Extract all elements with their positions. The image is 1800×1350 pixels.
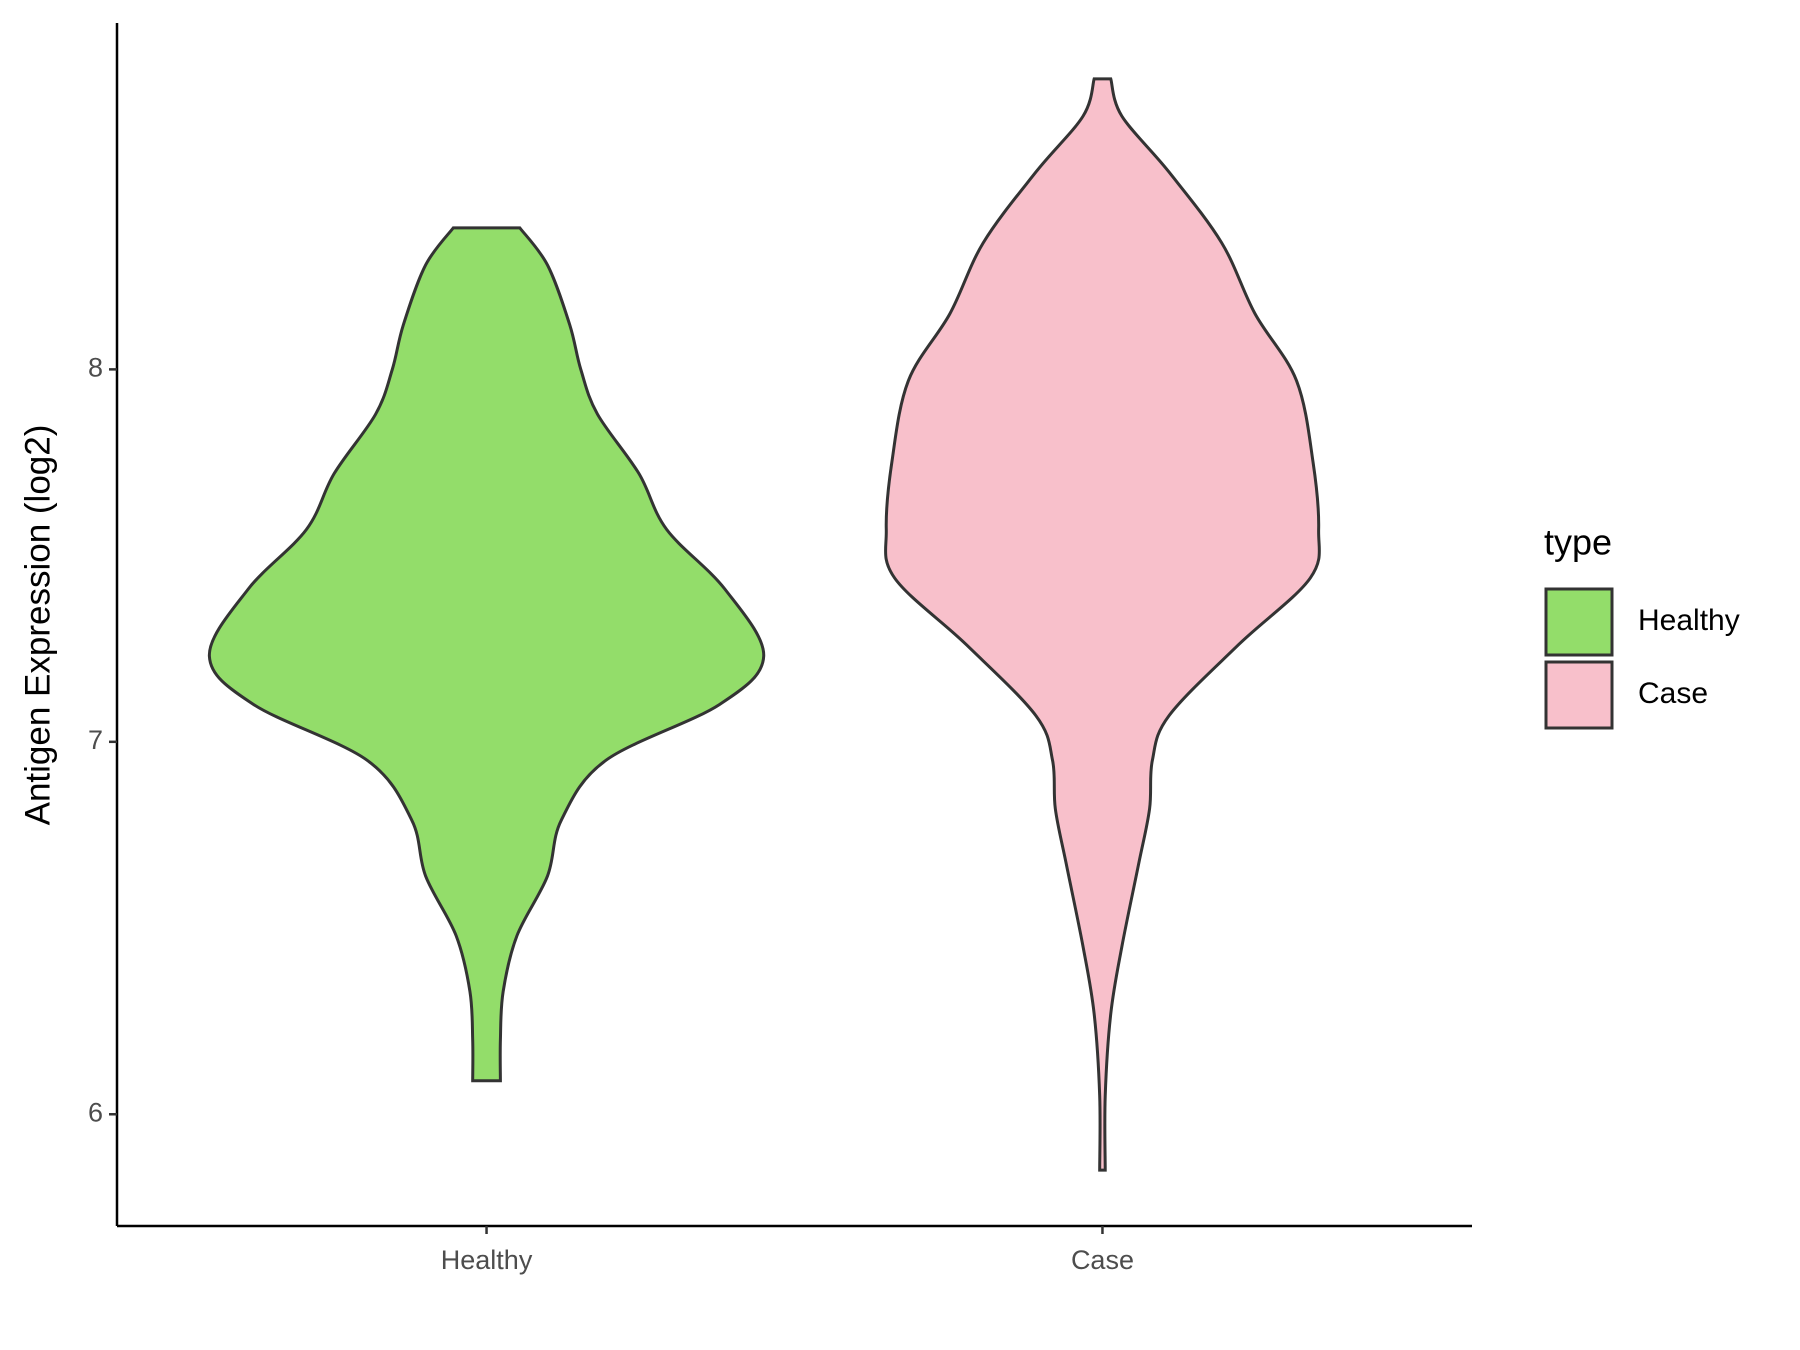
- y-tick-label: 6: [88, 1097, 103, 1127]
- legend-key: [1544, 587, 1614, 657]
- x-tick-label: Case: [1071, 1245, 1134, 1275]
- y-tick-label: 8: [88, 352, 103, 382]
- y-tick-label: 7: [88, 725, 103, 755]
- violin: [884, 77, 1321, 1172]
- legend-title: type: [1544, 522, 1612, 563]
- violin: [207, 226, 766, 1083]
- legend-label: Case: [1638, 677, 1708, 710]
- legend-key: [1544, 660, 1614, 730]
- y-axis-title: Antigen Expression (log2): [18, 425, 57, 826]
- legend-label: Healthy: [1638, 604, 1740, 637]
- x-tick-label: Healthy: [441, 1245, 533, 1275]
